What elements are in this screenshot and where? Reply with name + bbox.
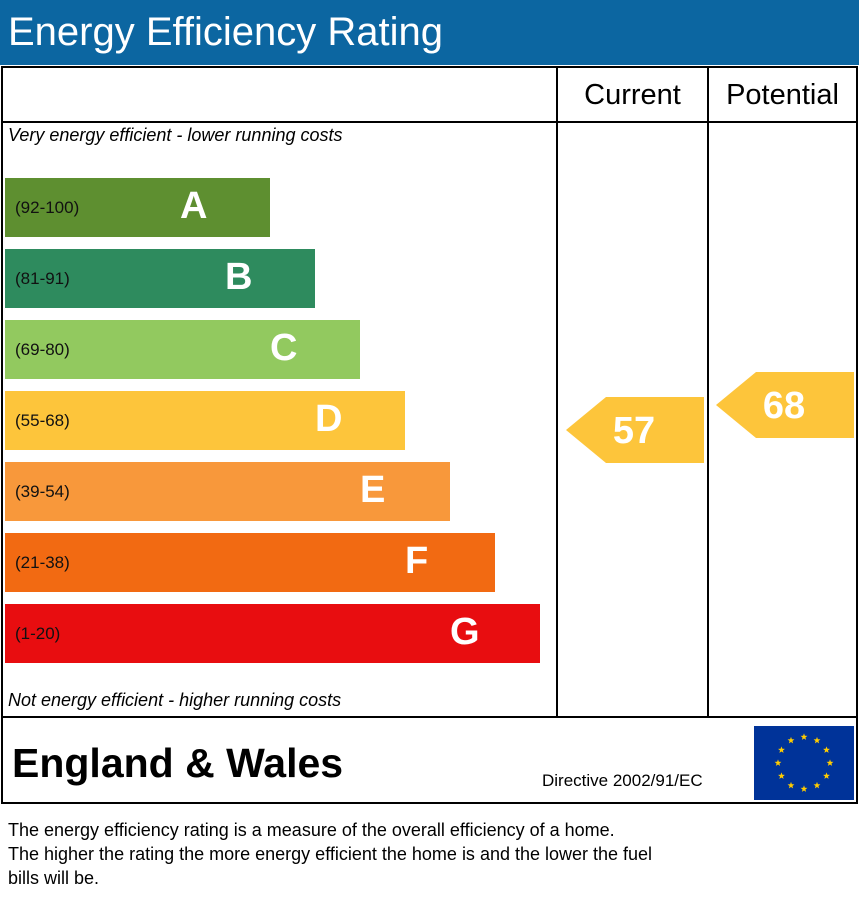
description-line-1: The energy efficiency rating is a measur… (8, 820, 615, 840)
band-letter: C (270, 327, 298, 369)
eu-star-icon (800, 785, 808, 792)
band-range-label: (69-80) (15, 340, 70, 359)
caption-bottom: Not energy efficient - higher running co… (8, 690, 342, 710)
description-line-2: The higher the rating the more energy ef… (8, 844, 653, 864)
title-bar: Energy Efficiency Rating (0, 0, 859, 65)
region-label: England & Wales (12, 740, 344, 786)
eu-flag-icon (754, 726, 854, 800)
divider-current (556, 66, 558, 718)
eu-star-icon (778, 746, 785, 753)
eu-star-icon (787, 781, 795, 789)
rating-band-f: (21-38) F (5, 533, 495, 592)
eu-star-icon (826, 759, 834, 766)
eu-star-icon (778, 772, 785, 779)
rating-band-d: (55-68) D (5, 391, 405, 450)
eu-star-icon (813, 781, 821, 789)
directive-label: Directive 2002/91/EC (542, 771, 703, 790)
rating-band-c: (69-80) C (5, 320, 360, 379)
band-letter: G (450, 611, 480, 653)
band-letter: A (180, 185, 208, 227)
potential-rating-arrow: 68 (716, 372, 854, 438)
band-letter: D (315, 398, 343, 440)
potential-rating-arrow-shape (716, 372, 854, 438)
footer-divider (1, 716, 858, 718)
band-letter: B (225, 256, 253, 298)
current-rating-arrow-shape (566, 397, 704, 464)
rating-band-g: (1-20) G (5, 604, 540, 663)
chart-title: Energy Efficiency Rating (8, 10, 444, 54)
current-rating-arrow: 57 (566, 397, 704, 464)
caption-top: Very energy efficient - lower running co… (8, 125, 343, 145)
band-range-label: (39-54) (15, 482, 70, 501)
band-range-label: (92-100) (15, 198, 80, 217)
column-header-potential: Potential (726, 79, 839, 111)
rating-frame (1, 66, 858, 804)
rating-description: The energy efficiency rating is a measur… (8, 818, 828, 890)
rating-band-e: (39-54) E (5, 462, 450, 521)
eu-star-icon (813, 736, 821, 744)
column-header-current: Current (584, 79, 681, 111)
description-line-3: bills will be. (8, 868, 100, 888)
band-range-label: (21-38) (15, 553, 70, 572)
potential-rating-value: 68 (763, 385, 805, 427)
rating-band-b: (81-91) B (5, 249, 315, 308)
header-divider (1, 121, 858, 123)
band-range-label: (55-68) (15, 411, 70, 430)
eu-star-icon (774, 759, 782, 766)
current-rating-value: 57 (613, 410, 655, 452)
eu-star-icon (787, 736, 795, 744)
rating-band-a: (92-100) A (5, 178, 270, 237)
band-range-label: (1-20) (15, 624, 61, 643)
band-range-label: (81-91) (15, 269, 70, 288)
band-letter: F (405, 540, 429, 582)
eu-star-icon (823, 772, 830, 779)
band-letter: E (360, 469, 386, 511)
divider-potential (707, 66, 709, 718)
eu-star-icon (800, 733, 808, 740)
eu-star-icon (823, 746, 830, 753)
